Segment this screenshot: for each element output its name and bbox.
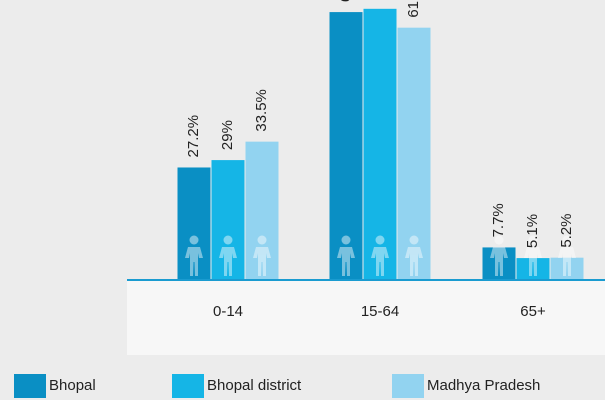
data-label: 5.2% (558, 213, 575, 247)
bar (363, 8, 397, 280)
icon-head (341, 235, 351, 245)
data-label: 29% (219, 120, 236, 150)
legend-label: Bhopal district (207, 377, 302, 394)
x-tick-label: 65+ (520, 303, 546, 320)
bar (329, 12, 363, 280)
bar (550, 257, 584, 279)
icon-body (337, 247, 355, 276)
bar (245, 141, 279, 279)
bar (211, 160, 245, 279)
legend-swatch (14, 374, 46, 398)
data-label: 5.1% (524, 214, 541, 248)
icon-body (253, 247, 271, 276)
person-icon (405, 235, 423, 276)
legend-swatch (392, 374, 424, 398)
icon-head (257, 235, 267, 245)
icon-head (409, 235, 419, 245)
person-icon (253, 235, 271, 276)
data-label: 65.1% (337, 0, 354, 2)
icon-body (185, 247, 203, 276)
icon-body (219, 247, 237, 276)
bar (482, 247, 516, 279)
data-label: 27.2% (185, 115, 202, 158)
legend-label: Bhopal (49, 377, 96, 394)
icon-head (528, 235, 538, 245)
person-icon (558, 235, 576, 276)
legend-swatch (172, 374, 204, 398)
bar (397, 27, 431, 280)
data-label: 33.5% (253, 89, 270, 132)
bar (177, 167, 211, 279)
person-icon (185, 235, 203, 276)
icon-body (371, 247, 389, 276)
person-icon (524, 235, 542, 276)
category-panel (127, 280, 605, 355)
icon-head (189, 235, 199, 245)
person-icon (371, 235, 389, 276)
icon-head (494, 235, 504, 245)
icon-body (524, 247, 542, 276)
bar (516, 258, 550, 279)
person-icon (219, 235, 237, 276)
icon-head (562, 235, 572, 245)
icon-head (375, 235, 385, 245)
x-tick-label: 15-64 (361, 303, 399, 320)
data-label: 61.3% (405, 0, 422, 18)
icon-head (223, 235, 233, 245)
person-icon (337, 235, 355, 276)
data-label: 7.7% (490, 203, 507, 237)
icon-body (558, 247, 576, 276)
icon-body (405, 247, 423, 276)
legend-label: Madhya Pradesh (427, 377, 540, 394)
icon-body (490, 247, 508, 276)
person-icon (490, 235, 508, 276)
x-tick-label: 0-14 (213, 303, 243, 320)
